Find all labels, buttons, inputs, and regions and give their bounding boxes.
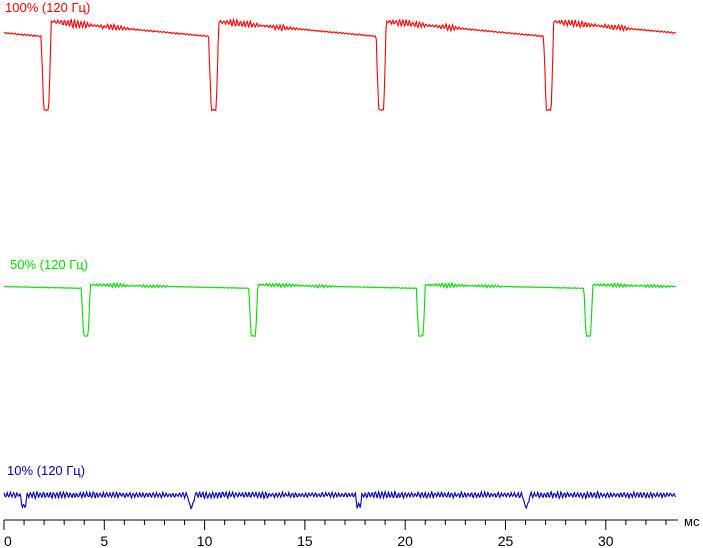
series-line-3	[3, 489, 677, 510]
series-line-2	[3, 281, 676, 338]
series-line-1	[3, 17, 676, 112]
series-layer	[3, 17, 677, 510]
x-tick-label: 0	[4, 533, 12, 548]
x-tick-label: 10	[197, 533, 213, 548]
x-tick-label: 30	[598, 533, 614, 548]
x-unit-label: мс	[684, 514, 700, 529]
series-label-1: 100% (120 Гц)	[5, 0, 90, 15]
x-tick-label: 25	[498, 533, 514, 548]
x-tick-label: 15	[297, 533, 313, 548]
series-label-3: 10% (120 Гц)	[7, 463, 85, 478]
x-tick-label: 20	[397, 533, 413, 548]
x-tick-label: 5	[100, 533, 108, 548]
series-label-2: 50% (120 Гц)	[10, 257, 88, 272]
label-layer: 100% (120 Гц) 50% (120 Гц) 10% (120 Гц)	[5, 0, 90, 478]
x-axis: 0 5 10 15 20 25 30	[3, 519, 678, 548]
